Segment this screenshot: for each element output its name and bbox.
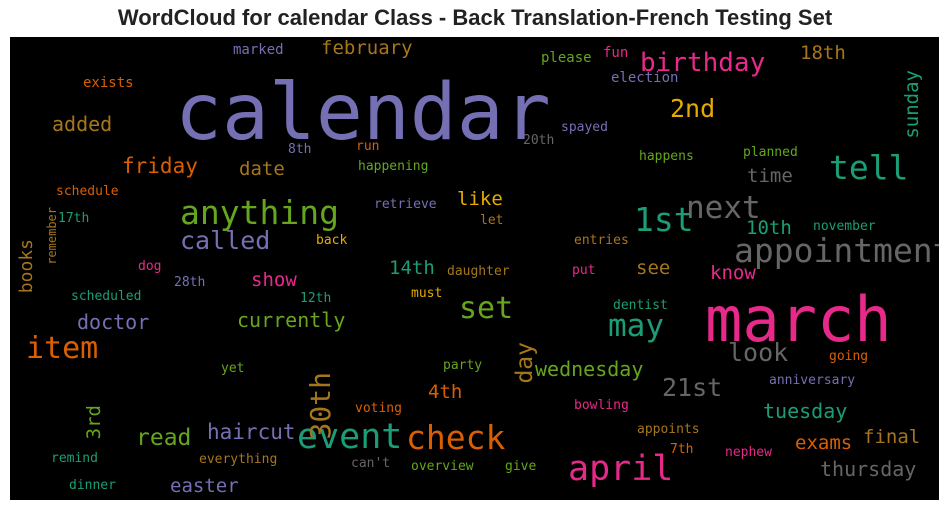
word-remember: remember <box>45 207 59 265</box>
wordcloud-canvas: calendar march event april anything tell appoi… <box>10 37 939 500</box>
word-1st: 1st <box>634 200 694 239</box>
word-sunday: sunday <box>901 70 923 139</box>
word-nephew: nephew <box>725 445 772 460</box>
word-see: see <box>636 257 671 279</box>
word-put: put <box>572 263 596 278</box>
word-friday: friday <box>122 154 198 178</box>
word-thursday: thursday <box>820 457 917 481</box>
word-yet: yet <box>221 361 245 376</box>
word-can-t: can't <box>351 456 391 471</box>
word-must: must <box>411 286 443 301</box>
word-doctor: doctor <box>77 310 150 334</box>
word-7th: 7th <box>670 442 694 457</box>
word-show: show <box>251 269 297 291</box>
word-schedule: schedule <box>56 184 119 199</box>
word-18th: 18th <box>800 42 846 64</box>
word-30th: 30th <box>304 372 337 440</box>
word-exams: exams <box>795 432 853 454</box>
word-look: look <box>728 338 789 367</box>
word-appoints: appoints <box>637 422 700 437</box>
word-april: april <box>568 449 674 489</box>
word-like: like <box>457 188 503 210</box>
word-event: event <box>297 417 403 457</box>
word-dinner: dinner <box>69 478 116 493</box>
word-wednesday: wednesday <box>535 357 644 381</box>
word-called: called <box>180 226 271 255</box>
word-marked: marked <box>233 42 284 58</box>
word-tell: tell <box>829 148 909 187</box>
word-17th: 17th <box>58 211 90 226</box>
word-dog: dog <box>138 259 162 274</box>
word-run: run <box>356 139 380 154</box>
word-currently: currently <box>237 308 346 332</box>
word-added: added <box>52 112 113 136</box>
word-spayed: spayed <box>561 120 608 135</box>
word-scheduled: scheduled <box>71 289 142 304</box>
word-planned: planned <box>743 145 798 160</box>
word-everything: everything <box>199 452 278 467</box>
word-read: read <box>136 425 192 451</box>
word-14th: 14th <box>389 257 435 279</box>
word-time: time <box>747 165 793 187</box>
word-anniversary: anniversary <box>769 373 856 388</box>
word-back: back <box>316 233 348 248</box>
word-8th: 8th <box>288 142 312 157</box>
word-books: books <box>16 239 37 294</box>
word-2nd: 2nd <box>670 94 716 123</box>
word-give: give <box>505 459 537 474</box>
word-fun: fun <box>603 45 629 61</box>
word-easter: easter <box>170 475 239 497</box>
word-21st: 21st <box>662 373 723 402</box>
word-party: party <box>443 358 483 373</box>
word-know: know <box>710 262 756 284</box>
word-3rd: 3rd <box>83 405 105 440</box>
word-dentist: dentist <box>613 298 668 313</box>
word-bowling: bowling <box>574 398 629 413</box>
word-haircut: haircut <box>207 420 296 444</box>
word-happens: happens <box>639 149 694 164</box>
word-happening: happening <box>358 159 429 174</box>
word-february: february <box>321 37 413 59</box>
word-voting: voting <box>355 401 402 416</box>
word-retrieve: retrieve <box>374 197 437 212</box>
word-let: let <box>480 213 504 228</box>
word-march: march <box>705 283 892 356</box>
word-overview: overview <box>411 459 474 474</box>
word-28th: 28th <box>174 275 206 290</box>
word-going: going <box>829 349 869 364</box>
word-final: final <box>863 426 921 448</box>
word-next: next <box>686 190 761 226</box>
word-calendar: calendar <box>175 68 551 158</box>
word-election: election <box>611 70 679 86</box>
word-entries: entries <box>574 233 629 248</box>
word-day: day <box>512 342 538 384</box>
word-12th: 12th <box>300 291 332 306</box>
word-10th: 10th <box>746 217 792 239</box>
word-set: set <box>459 291 514 326</box>
word-tuesday: tuesday <box>763 399 848 423</box>
word-may: may <box>608 308 664 344</box>
word-4th: 4th <box>428 381 463 403</box>
word-exists: exists <box>83 75 134 91</box>
word-20th: 20th <box>523 133 555 148</box>
word-item: item <box>26 331 99 366</box>
word-birthday: birthday <box>640 48 766 78</box>
word-remind: remind <box>51 451 98 466</box>
word-date: date <box>239 158 285 180</box>
chart-title: WordCloud for calendar Class - Back Tran… <box>117 5 833 30</box>
word-appointment: appointment <box>734 231 939 270</box>
word-anything: anything <box>180 193 339 232</box>
word-please: please <box>541 50 592 66</box>
word-november: november <box>813 219 876 234</box>
word-check: check <box>406 418 506 457</box>
word-daughter: daughter <box>447 264 510 279</box>
